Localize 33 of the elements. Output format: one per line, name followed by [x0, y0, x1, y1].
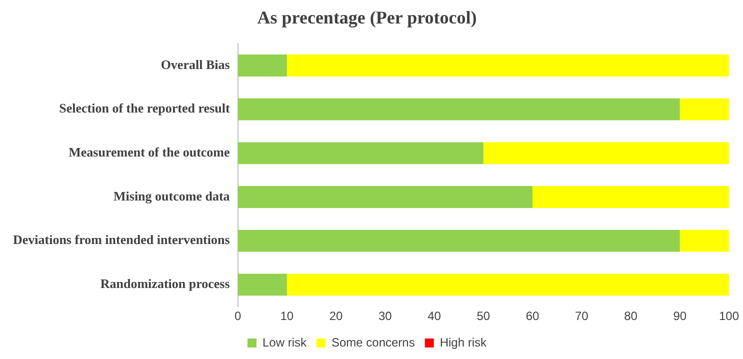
bar	[680, 230, 729, 252]
legend-label: High risk	[440, 335, 488, 350]
x-tick-label: 70	[574, 309, 589, 324]
x-tick-label: 80	[624, 309, 638, 324]
x-tick-label: 0	[234, 309, 242, 324]
y-tick-label: Selection of the reported result	[59, 100, 230, 116]
legend-label: Low risk	[262, 335, 308, 350]
x-tick-label: 60	[526, 309, 540, 324]
y-tick-label: Mising outcome data	[114, 188, 230, 204]
x-tick-label: 90	[673, 309, 687, 324]
bar	[238, 54, 287, 76]
bar	[483, 142, 729, 164]
bar	[238, 142, 484, 164]
x-tick-label: 50	[476, 309, 490, 324]
bar	[532, 186, 729, 208]
bar	[680, 98, 729, 120]
x-tick-label: 40	[428, 309, 442, 324]
y-tick-label: Deviations from intended interventions	[12, 232, 230, 248]
y-tick-label: Randomization process	[100, 276, 230, 292]
bar	[286, 274, 729, 296]
y-tick-label: Measurement of the outcome	[68, 144, 230, 160]
x-tick-label: 10	[280, 309, 294, 324]
legend-label: Some concerns	[331, 335, 415, 350]
x-tick-label: 20	[329, 309, 344, 324]
chart-title: As precentage (Per protocol)	[257, 7, 477, 28]
bar	[238, 230, 680, 252]
y-tick-label: Overall Bias	[160, 56, 230, 72]
x-tick-label: 30	[378, 309, 392, 324]
x-tick-label: 100	[718, 309, 740, 324]
bar	[238, 274, 287, 296]
bar	[238, 98, 680, 120]
bar	[286, 54, 729, 76]
bar	[238, 186, 533, 208]
